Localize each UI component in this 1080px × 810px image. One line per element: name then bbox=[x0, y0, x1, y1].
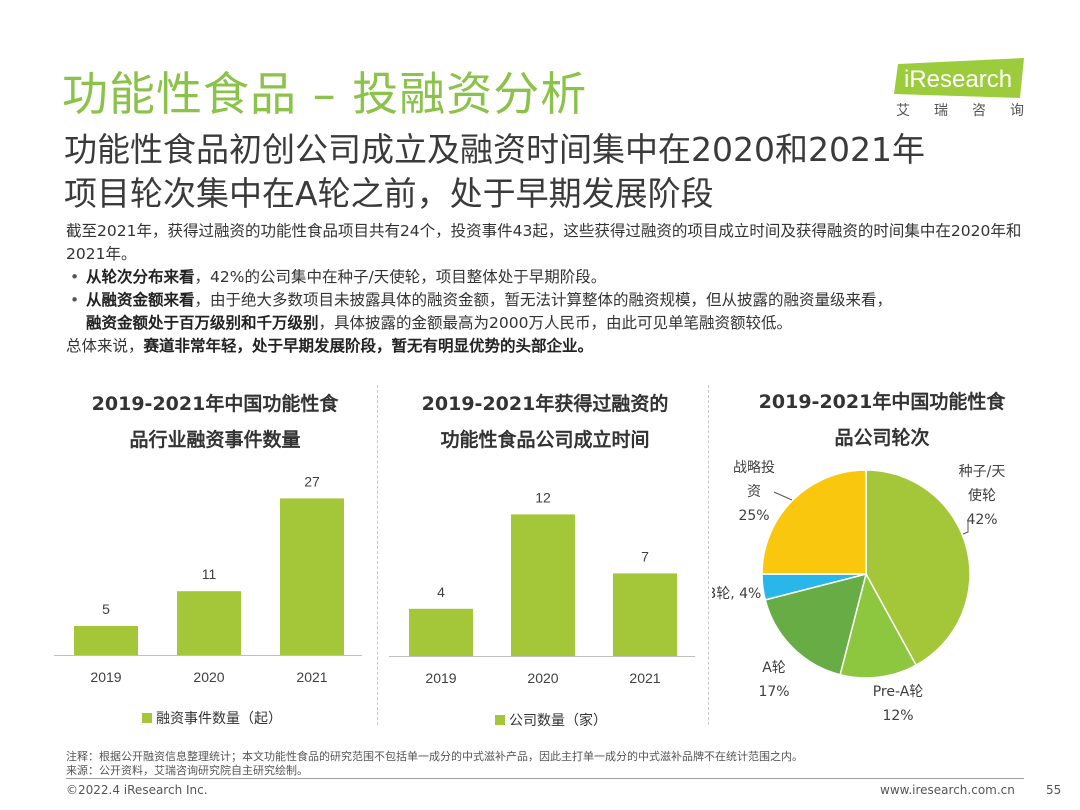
bar-value-label: 4 bbox=[437, 584, 445, 600]
bullet-bold: 从融资金额来看 bbox=[86, 291, 195, 309]
x-tick-label: 2021 bbox=[296, 669, 327, 685]
chart-title-line: 2019-2021年获得过融资的 bbox=[421, 393, 669, 415]
summary-bold: 赛道非常年轻，处于早期发展阶段，暂无有明显优势的头部企业。 bbox=[143, 337, 594, 355]
logo-sub-char: 询 bbox=[1010, 103, 1024, 119]
chart-financing-events: 2019-2021年中国功能性食 品行业融资事件数量 5 2019 11 2020 27… bbox=[50, 382, 380, 742]
pie-slice-label: 42% bbox=[966, 512, 997, 528]
summary: 总体来说，赛道非常年轻，处于早期发展阶段，暂无有明显优势的头部企业。 bbox=[66, 335, 1036, 358]
legend-label: 公司数量（家） bbox=[509, 713, 607, 729]
bar bbox=[409, 608, 473, 656]
pie-slice-label: 25% bbox=[738, 508, 769, 524]
x-tick-label: 2021 bbox=[629, 670, 660, 686]
pie-slice bbox=[865, 469, 971, 667]
footnote-line: 注释：根据公开融资信息整理统计；本文功能性食品的研究范围不包括单一成分的中式滋补… bbox=[66, 750, 803, 763]
bar-value-label: 11 bbox=[202, 566, 217, 582]
pie-slice-label: 17% bbox=[758, 684, 789, 700]
logo-badge: iResearch bbox=[894, 58, 1024, 98]
x-tick-label: 2020 bbox=[193, 669, 224, 685]
bullet-bold: 从轮次分布来看 bbox=[86, 268, 195, 286]
bullet-amount: 从融资金额来看，由于绝大多数项目未披露具体的融资金额，暂无法计算整体的融资规模，… bbox=[66, 289, 1036, 312]
headline-line: 项目轮次集中在A轮之前，处于早期发展阶段 bbox=[64, 174, 714, 213]
chart-title-line: 品公司轮次 bbox=[834, 427, 930, 449]
x-tick-label: 2019 bbox=[90, 669, 121, 685]
legend-swatch bbox=[142, 713, 152, 723]
iresearch-logo: iResearch 艾 瑞 咨 询 bbox=[892, 58, 1027, 126]
logo-sub-char: 瑞 bbox=[934, 103, 948, 119]
leader-line bbox=[773, 491, 793, 501]
intro-text: 截至2021年，获得过融资的功能性食品项目共有24个，投资事件43起，这些获得过… bbox=[66, 220, 1036, 358]
logo-sub-char: 艾 bbox=[896, 103, 910, 119]
summary-prefix: 总体来说， bbox=[66, 337, 144, 355]
page-title: 功能性食品 – 投融资分析 bbox=[62, 67, 588, 121]
chart-divider bbox=[708, 385, 709, 725]
footer-divider bbox=[66, 778, 1024, 779]
leader-line bbox=[962, 520, 969, 535]
footnote-line: 来源：公开资料，艾瑞咨询研究院自主研究绘制。 bbox=[66, 764, 308, 777]
copyright: ©2022.4 iResearch Inc. bbox=[66, 783, 208, 797]
chart-funding-rounds: 2019-2021年中国功能性食 品公司轮次 种子/天使轮 42% Pre-A轮 12… bbox=[712, 382, 1052, 742]
bullet-text: ，具体披露的金额最高为2000万人民币，由此可见单笔融资额较低。 bbox=[318, 314, 792, 332]
pie-slice-label: 12% bbox=[882, 708, 913, 724]
bar-chart-svg: 4 2019 12 2020 7 2021 bbox=[389, 489, 695, 686]
bar-value-label: 27 bbox=[304, 473, 320, 489]
bullet-text: ，由于绝大多数项目未披露具体的融资金额，暂无法计算整体的融资规模，但从披露的融资… bbox=[194, 291, 893, 309]
bar bbox=[280, 498, 344, 655]
x-tick-label: 2020 bbox=[527, 670, 558, 686]
logo-sub-char: 咨 bbox=[972, 103, 986, 119]
pie-slice bbox=[764, 572, 868, 676]
bar-value-label: 12 bbox=[535, 489, 551, 505]
bullet-bold: 融资金额处于百万级别和千万级别 bbox=[86, 314, 319, 332]
pie-slice-label: 战略投 bbox=[733, 460, 775, 476]
pie-slice bbox=[839, 571, 918, 679]
footnote: 注释：根据公开融资信息整理统计；本文功能性食品的研究范围不包括单一成分的中式滋补… bbox=[66, 750, 803, 778]
headline-line: 功能性食品初创公司成立及融资时间集中在2020和2021年 bbox=[64, 130, 925, 169]
chart-title-line: 2019-2021年中国功能性食 bbox=[91, 393, 339, 415]
bar bbox=[177, 591, 241, 655]
bullet-rounds: 从轮次分布来看，42%的公司集中在种子/天使轮，项目整体处于早期阶段。 bbox=[66, 266, 1036, 289]
x-tick-label: 2019 bbox=[425, 670, 456, 686]
pie-slice-label: Pre-A轮 bbox=[873, 684, 924, 700]
bar-value-label: 5 bbox=[102, 601, 110, 617]
chart-title-line: 功能性食品公司成立时间 bbox=[440, 429, 650, 451]
headline: 功能性食品初创公司成立及融资时间集中在2020和2021年 项目轮次集中在A轮之… bbox=[64, 128, 925, 216]
chart-legend: 公司数量（家） bbox=[495, 710, 607, 730]
bar-chart-svg: 5 2019 11 2020 27 2021 bbox=[54, 473, 362, 685]
chart-title-line: 品行业融资事件数量 bbox=[129, 429, 301, 451]
bullet-amount-continued: 融资金额处于百万级别和千万级别，具体披露的金额最高为2000万人民币，由此可见单… bbox=[66, 312, 1036, 335]
bar bbox=[511, 514, 575, 656]
pie-slice-label: 种子/天 bbox=[959, 464, 1006, 480]
pie-slice-label: 资 bbox=[747, 484, 761, 500]
legend-swatch bbox=[495, 715, 505, 725]
bullet-text: ，42%的公司集中在种子/天使轮，项目整体处于早期阶段。 bbox=[194, 268, 607, 286]
bar-value-label: 7 bbox=[641, 548, 649, 564]
chart-divider bbox=[377, 385, 378, 725]
intro-paragraph: 截至2021年，获得过融资的功能性食品项目共有24个，投资事件43起，这些获得过… bbox=[66, 222, 1022, 263]
page-number: 55 bbox=[1046, 783, 1062, 797]
pie-slice-label: 使轮 bbox=[968, 487, 996, 504]
pie-slice-label: A轮 bbox=[762, 660, 786, 676]
chart-legend: 融资事件数量（起） bbox=[142, 708, 282, 728]
logo-badge-shape bbox=[894, 58, 1024, 98]
chart-title-line: 2019-2021年中国功能性食 bbox=[758, 391, 1006, 413]
pie-slice-label: B轮, 4% bbox=[712, 586, 761, 602]
legend-label: 融资事件数量（起） bbox=[156, 711, 282, 727]
bar bbox=[613, 573, 677, 656]
chart-company-founding: 2019-2021年获得过融资的 功能性食品公司成立时间 4 2019 12 2020… bbox=[385, 382, 705, 742]
logo-subtitle: 艾 瑞 咨 询 bbox=[896, 100, 1024, 120]
website-link[interactable]: www.iresearch.com.cn bbox=[880, 783, 1015, 797]
logo-wordmark: iResearch bbox=[904, 66, 1012, 93]
pie-slice bbox=[761, 469, 867, 575]
bar bbox=[74, 626, 138, 655]
